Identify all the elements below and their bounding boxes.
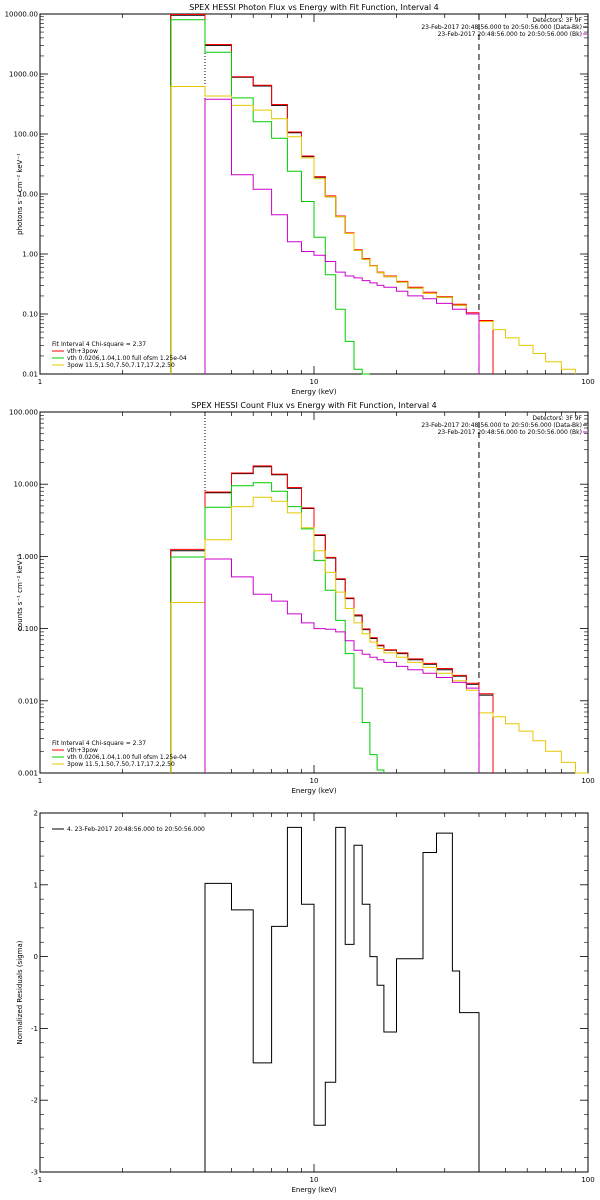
y-tick-label: 1 [34, 881, 38, 889]
y-tick-label: 0.001 [18, 770, 38, 778]
y-tick-label: 1.000 [18, 553, 38, 561]
chart-panel-2 [39, 411, 589, 774]
series-line-4 [170, 496, 588, 774]
x-tick-label: 1 [38, 378, 42, 386]
legend-text: 3pow 11.5,1.50,7.50,7.17,17.2,2.50 [67, 761, 175, 768]
y-tick-label: 10000.00 [5, 11, 38, 19]
series-line-1 [204, 826, 480, 1172]
legend-text: vth+3pow [67, 747, 98, 754]
header-text: 23-Feb-2017 20:48:56.000 to 20:50:56.000… [438, 31, 582, 38]
y-tick-label: 10.00 [18, 191, 38, 199]
chart-title: SPEX HESSI Photon Flux vs Energy with Fi… [189, 3, 439, 12]
legend-text: vth+3pow [67, 348, 98, 355]
x-tick-label: 10 [310, 1176, 319, 1184]
series-line-1 [170, 466, 494, 773]
x-tick-label: 10 [310, 378, 319, 386]
legend-text: vth 0.0206,1.04,1.00 full ofsm 1.25e-04 [67, 754, 187, 761]
x-tick-label: 1 [38, 777, 42, 785]
y-tick-label: 0.010 [18, 697, 38, 705]
series-line-2 [170, 465, 494, 773]
y-tick-label: 100.00 [14, 131, 39, 139]
header-text: Detectors: 3F 9F [532, 415, 582, 422]
x-axis-label: Energy (keV) [291, 388, 336, 396]
y-tick-label: 100.000 [9, 409, 38, 417]
legend-text: Fit Interval 4 Chi-square = 2.37 [52, 341, 146, 348]
series-line-1 [170, 14, 494, 374]
series-line-5 [204, 558, 480, 773]
x-axis-label: Energy (keV) [291, 1186, 336, 1194]
y-tick-label: 1.00 [22, 251, 38, 259]
series-line-2 [170, 14, 494, 374]
y-tick-label: 2 [34, 810, 38, 818]
legend-text: Fit Interval 4 Chi-square = 2.37 [52, 740, 146, 747]
legend-text: 3pow 11.5,1.50,7.50,7.17,17.2,2.50 [67, 362, 175, 369]
y-tick-label: 0.100 [18, 625, 38, 633]
y-tick-label: 0.10 [22, 311, 38, 319]
header-text: 23-Feb-2017 20:48:56.000 to 20:50:56.000… [438, 429, 582, 436]
y-tick-label: -1 [31, 1025, 38, 1033]
header-text: 23-Feb-2017 20:48:56.000 to 20:50:56.000… [421, 422, 582, 429]
legend-text: 4. 23-Feb-2017 20:48:56.000 to 20:50:56.… [67, 826, 205, 833]
chart-panel-1 [39, 13, 589, 375]
legend-text: vth 0.0206,1.04,1.00 full ofsm 1.25e-04 [67, 355, 187, 362]
x-tick-label: 100 [581, 1176, 594, 1184]
plot-frame [39, 13, 589, 375]
y-axis-label: Normalized Residuals (sigma) [16, 940, 24, 1044]
header-text: 23-Feb-2017 20:48:56.000 to 20:50:56.000… [421, 24, 582, 31]
chart-title: SPEX HESSI Count Flux vs Energy with Fit… [191, 401, 436, 410]
y-tick-label: 0.01 [22, 371, 38, 379]
series-line-5 [204, 98, 480, 374]
series-line-3 [170, 482, 385, 773]
x-tick-label: 100 [581, 777, 594, 785]
series-line-4 [170, 86, 576, 374]
x-tick-label: 100 [581, 378, 594, 386]
y-tick-label: 0 [34, 953, 38, 961]
y-tick-label: 1000.00 [9, 71, 38, 79]
y-tick-label: 10.000 [14, 481, 39, 489]
series-line-3 [170, 19, 370, 375]
x-tick-label: 1 [38, 1176, 42, 1184]
x-axis-label: Energy (keV) [291, 787, 336, 795]
x-tick-label: 10 [310, 777, 319, 785]
y-tick-label: -2 [31, 1097, 38, 1105]
y-tick-label: -3 [31, 1169, 38, 1177]
chart-panel-3 [39, 812, 589, 1173]
header-text: Detectors: 3F 9F [532, 17, 582, 24]
y-axis-label: photons s⁻¹ cm⁻² keV⁻¹ [16, 153, 24, 235]
y-axis-label: counts s⁻¹ cm⁻² keV⁻¹ [16, 554, 24, 631]
